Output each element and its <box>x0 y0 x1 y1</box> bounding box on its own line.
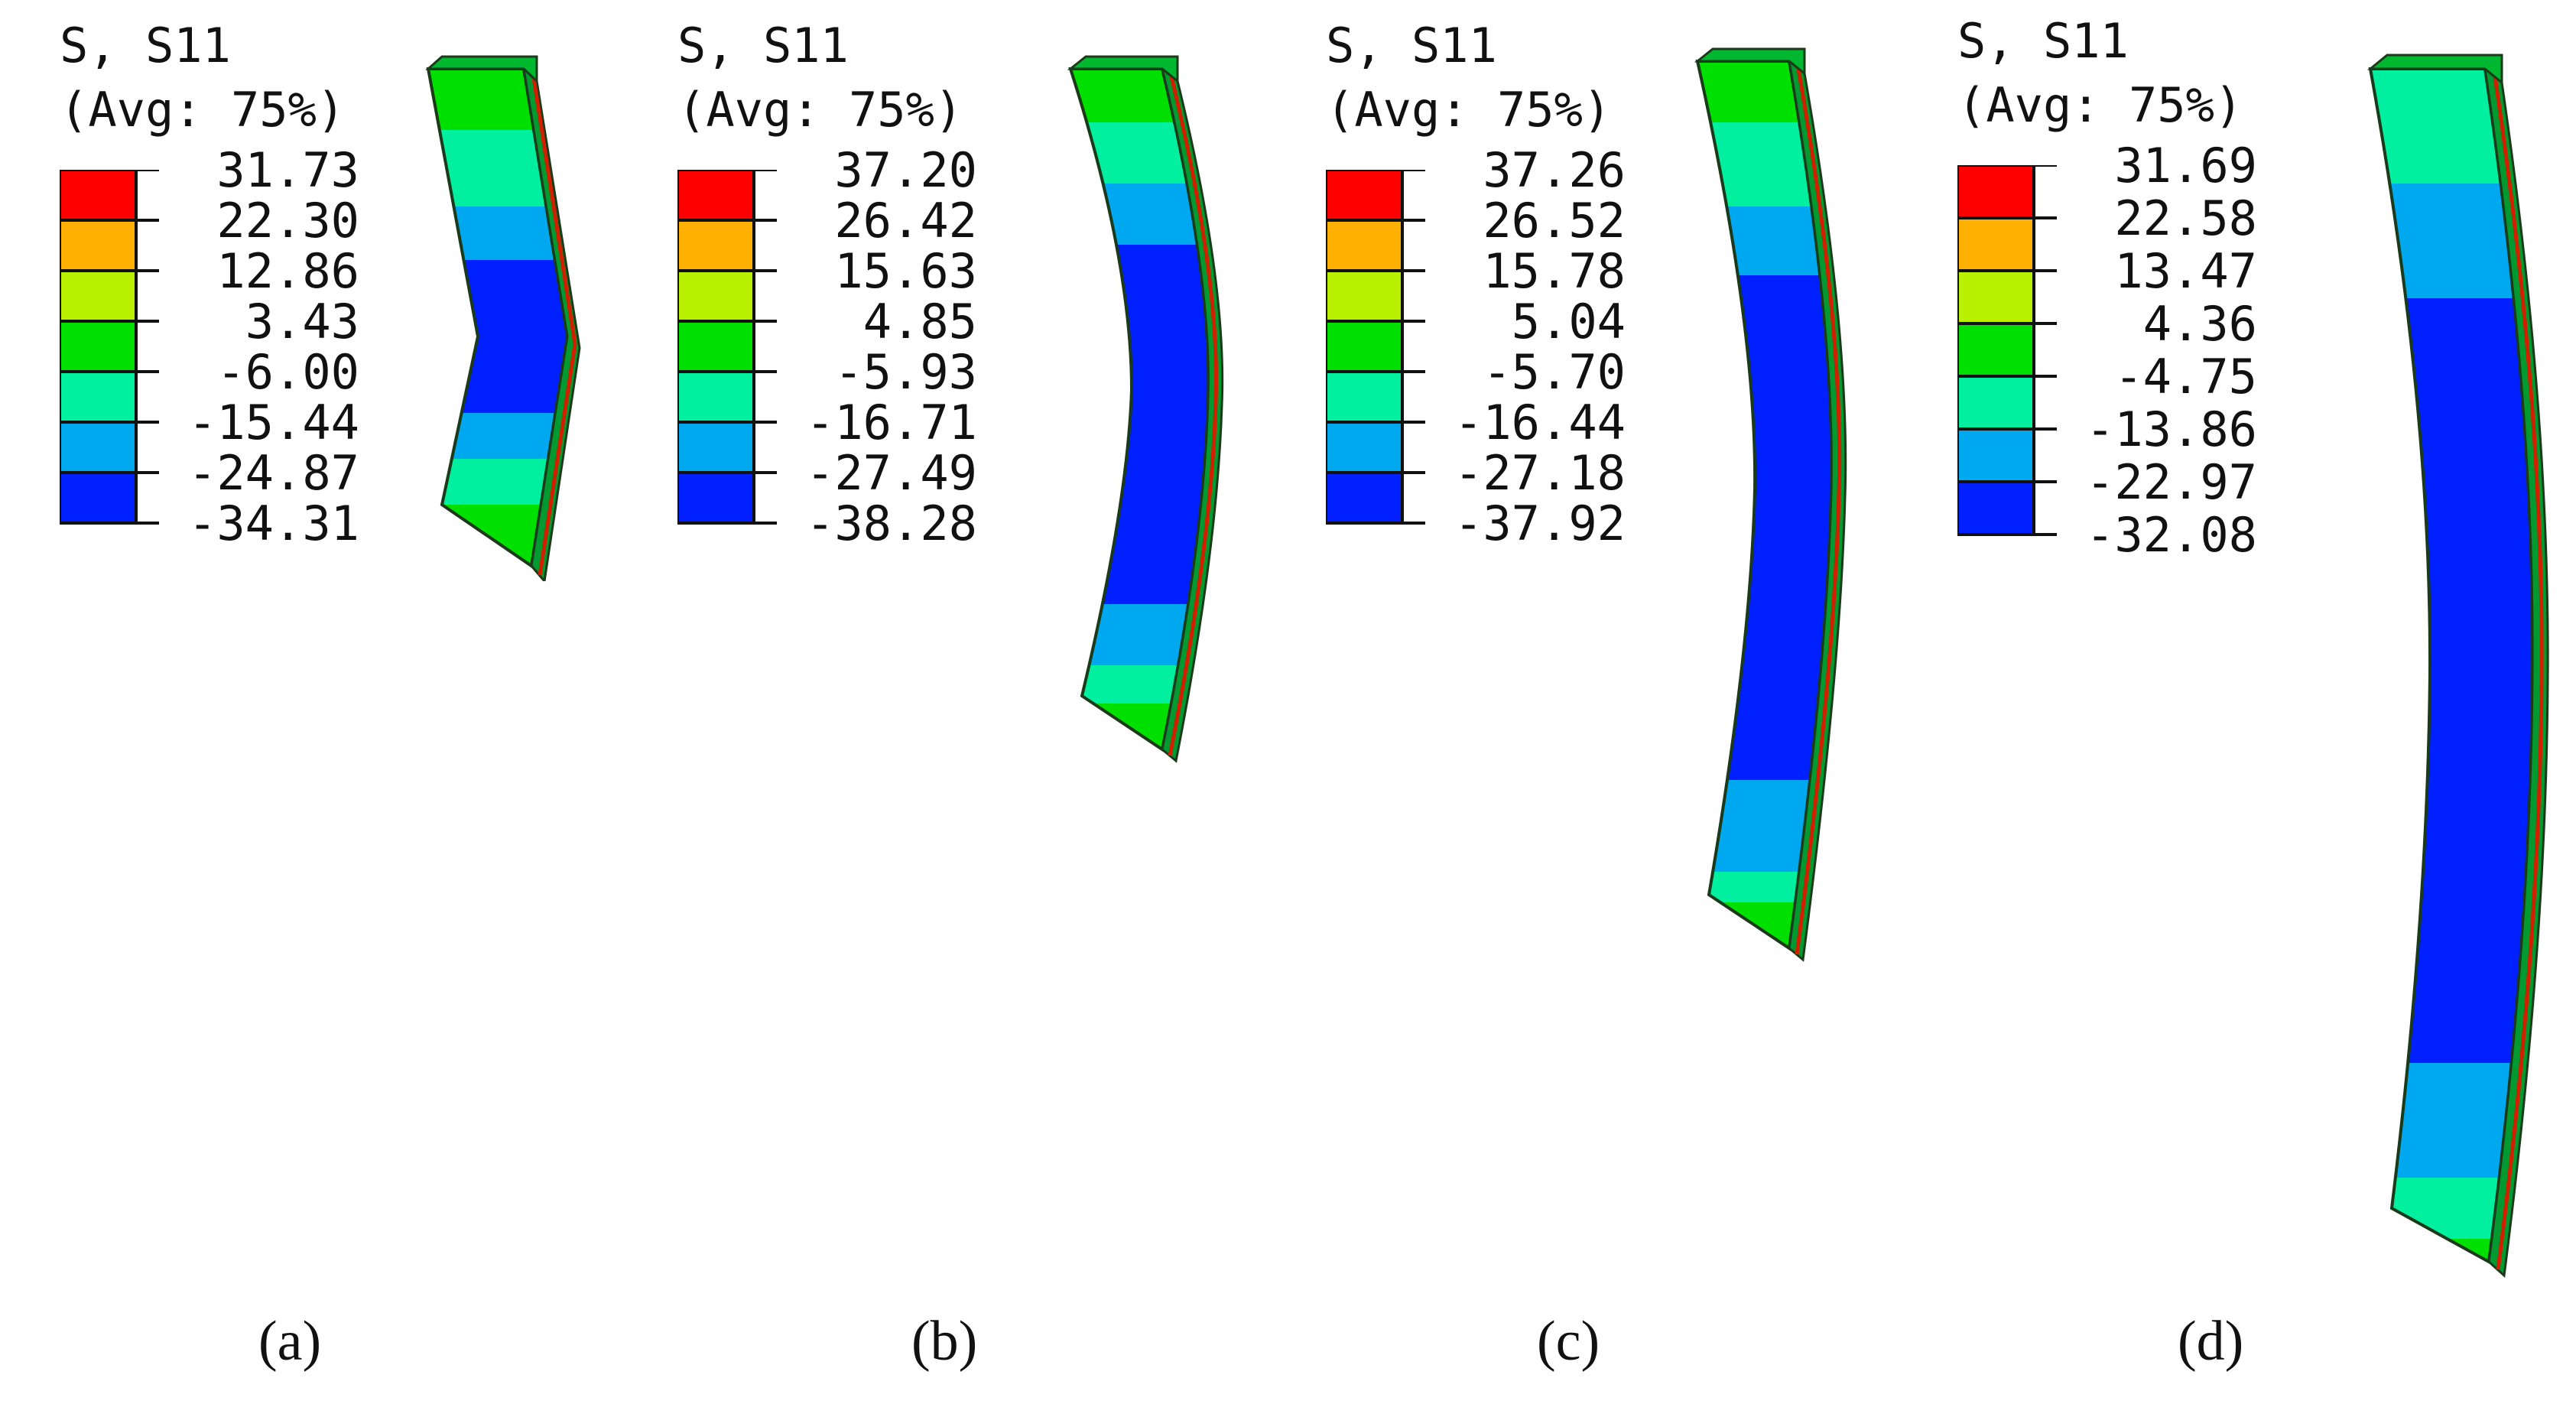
legend-value: -16.71 <box>806 395 977 450</box>
legend-value: -22.97 <box>2086 454 2257 510</box>
beam-a <box>425 55 581 581</box>
legend-swatch <box>677 220 754 271</box>
legend-value: 12.86 <box>216 243 359 299</box>
legend-title: S, S11 <box>1326 18 1497 73</box>
legend-swatch <box>1957 323 2034 376</box>
legend-title: S, S11 <box>677 18 849 73</box>
legend-color-bar-d <box>1957 165 2057 536</box>
legend-swatch <box>1957 271 2034 323</box>
legend-swatch <box>677 170 754 220</box>
legend-color-bar-b <box>677 170 777 525</box>
legend-value: -5.93 <box>834 344 977 400</box>
legend-swatch <box>1957 482 2034 535</box>
legend-header-c: S, S11 (Avg: 75%) <box>1326 14 1611 142</box>
legend-value: -24.87 <box>188 445 359 501</box>
legend-swatch <box>60 321 136 372</box>
legend-value: 3.43 <box>245 294 359 349</box>
legend-value: -13.86 <box>2086 401 2257 457</box>
legend-swatch <box>60 422 136 473</box>
caption-c: (c) <box>1537 1310 1600 1373</box>
beam-c <box>1694 47 1847 962</box>
legend-swatch <box>60 473 136 523</box>
legend-subtitle: (Avg: 75%) <box>1326 82 1612 138</box>
legend-value: -15.44 <box>188 395 359 450</box>
legend-value: 31.73 <box>216 142 359 198</box>
legend-swatch <box>60 372 136 422</box>
legend-header-b: S, S11 (Avg: 75%) <box>677 14 963 142</box>
legend-subtitle: (Avg: 75%) <box>1957 77 2243 133</box>
legend-swatch <box>1957 376 2034 429</box>
legend-swatch <box>1326 321 1402 372</box>
legend-value: 5.04 <box>1511 294 1626 349</box>
legend-value: -38.28 <box>806 496 977 551</box>
legend-header-d: S, S11 (Avg: 75%) <box>1957 9 2243 138</box>
legend-value: -4.75 <box>2114 349 2257 405</box>
legend-subtitle: (Avg: 75%) <box>60 82 346 138</box>
legend-value: -37.92 <box>1454 496 1626 551</box>
legend-value: 13.47 <box>2114 243 2257 299</box>
legend-swatch <box>1326 170 1402 220</box>
legend-swatch <box>677 422 754 473</box>
legend-value: -5.70 <box>1483 344 1626 400</box>
legend-swatch <box>60 170 136 220</box>
legend-swatch <box>1326 372 1402 422</box>
legend-swatch <box>1957 165 2034 218</box>
legend-swatch <box>677 473 754 523</box>
legend-value: 4.36 <box>2142 296 2257 352</box>
legend-header-a: S, S11 (Avg: 75%) <box>60 14 345 142</box>
legend-value: 31.69 <box>2114 138 2257 193</box>
legend-value: 37.26 <box>1483 142 1626 198</box>
legend-value: -6.00 <box>216 344 359 400</box>
legend-value: 15.63 <box>834 243 977 299</box>
legend-value: 4.85 <box>862 294 977 349</box>
legend-value: -32.08 <box>2086 507 2257 563</box>
legend-subtitle: (Avg: 75%) <box>677 82 963 138</box>
legend-value: 26.42 <box>834 193 977 249</box>
legend-value: 22.58 <box>2114 190 2257 246</box>
legend-value: -34.31 <box>188 496 359 551</box>
legend-title: S, S11 <box>1957 13 2129 69</box>
legend-value: 26.52 <box>1483 193 1626 249</box>
legend-color-bar-c <box>1326 170 1425 525</box>
legend-value: -27.18 <box>1454 445 1626 501</box>
legend-swatch <box>1326 422 1402 473</box>
legend-value: 37.20 <box>834 142 977 198</box>
legend-swatch <box>1957 429 2034 482</box>
legend-swatch <box>1326 271 1402 321</box>
legend-title: S, S11 <box>60 18 231 73</box>
legend-swatch <box>677 271 754 321</box>
legend-value: 15.78 <box>1483 243 1626 299</box>
legend-swatch <box>60 220 136 271</box>
caption-d: (d) <box>2178 1310 2244 1373</box>
legend-swatch <box>677 321 754 372</box>
caption-b: (b) <box>911 1310 978 1373</box>
beam-d <box>2366 54 2549 1279</box>
legend-value: 22.30 <box>216 193 359 249</box>
legend-color-bar-a <box>60 170 159 525</box>
caption-a: (a) <box>258 1310 322 1373</box>
beam-b <box>1067 55 1224 763</box>
legend-swatch <box>1326 473 1402 523</box>
legend-swatch <box>60 271 136 321</box>
legend-swatch <box>1957 218 2034 271</box>
legend-value: -16.44 <box>1454 395 1626 450</box>
legend-swatch <box>1326 220 1402 271</box>
legend-value: -27.49 <box>806 445 977 501</box>
legend-swatch <box>677 372 754 422</box>
